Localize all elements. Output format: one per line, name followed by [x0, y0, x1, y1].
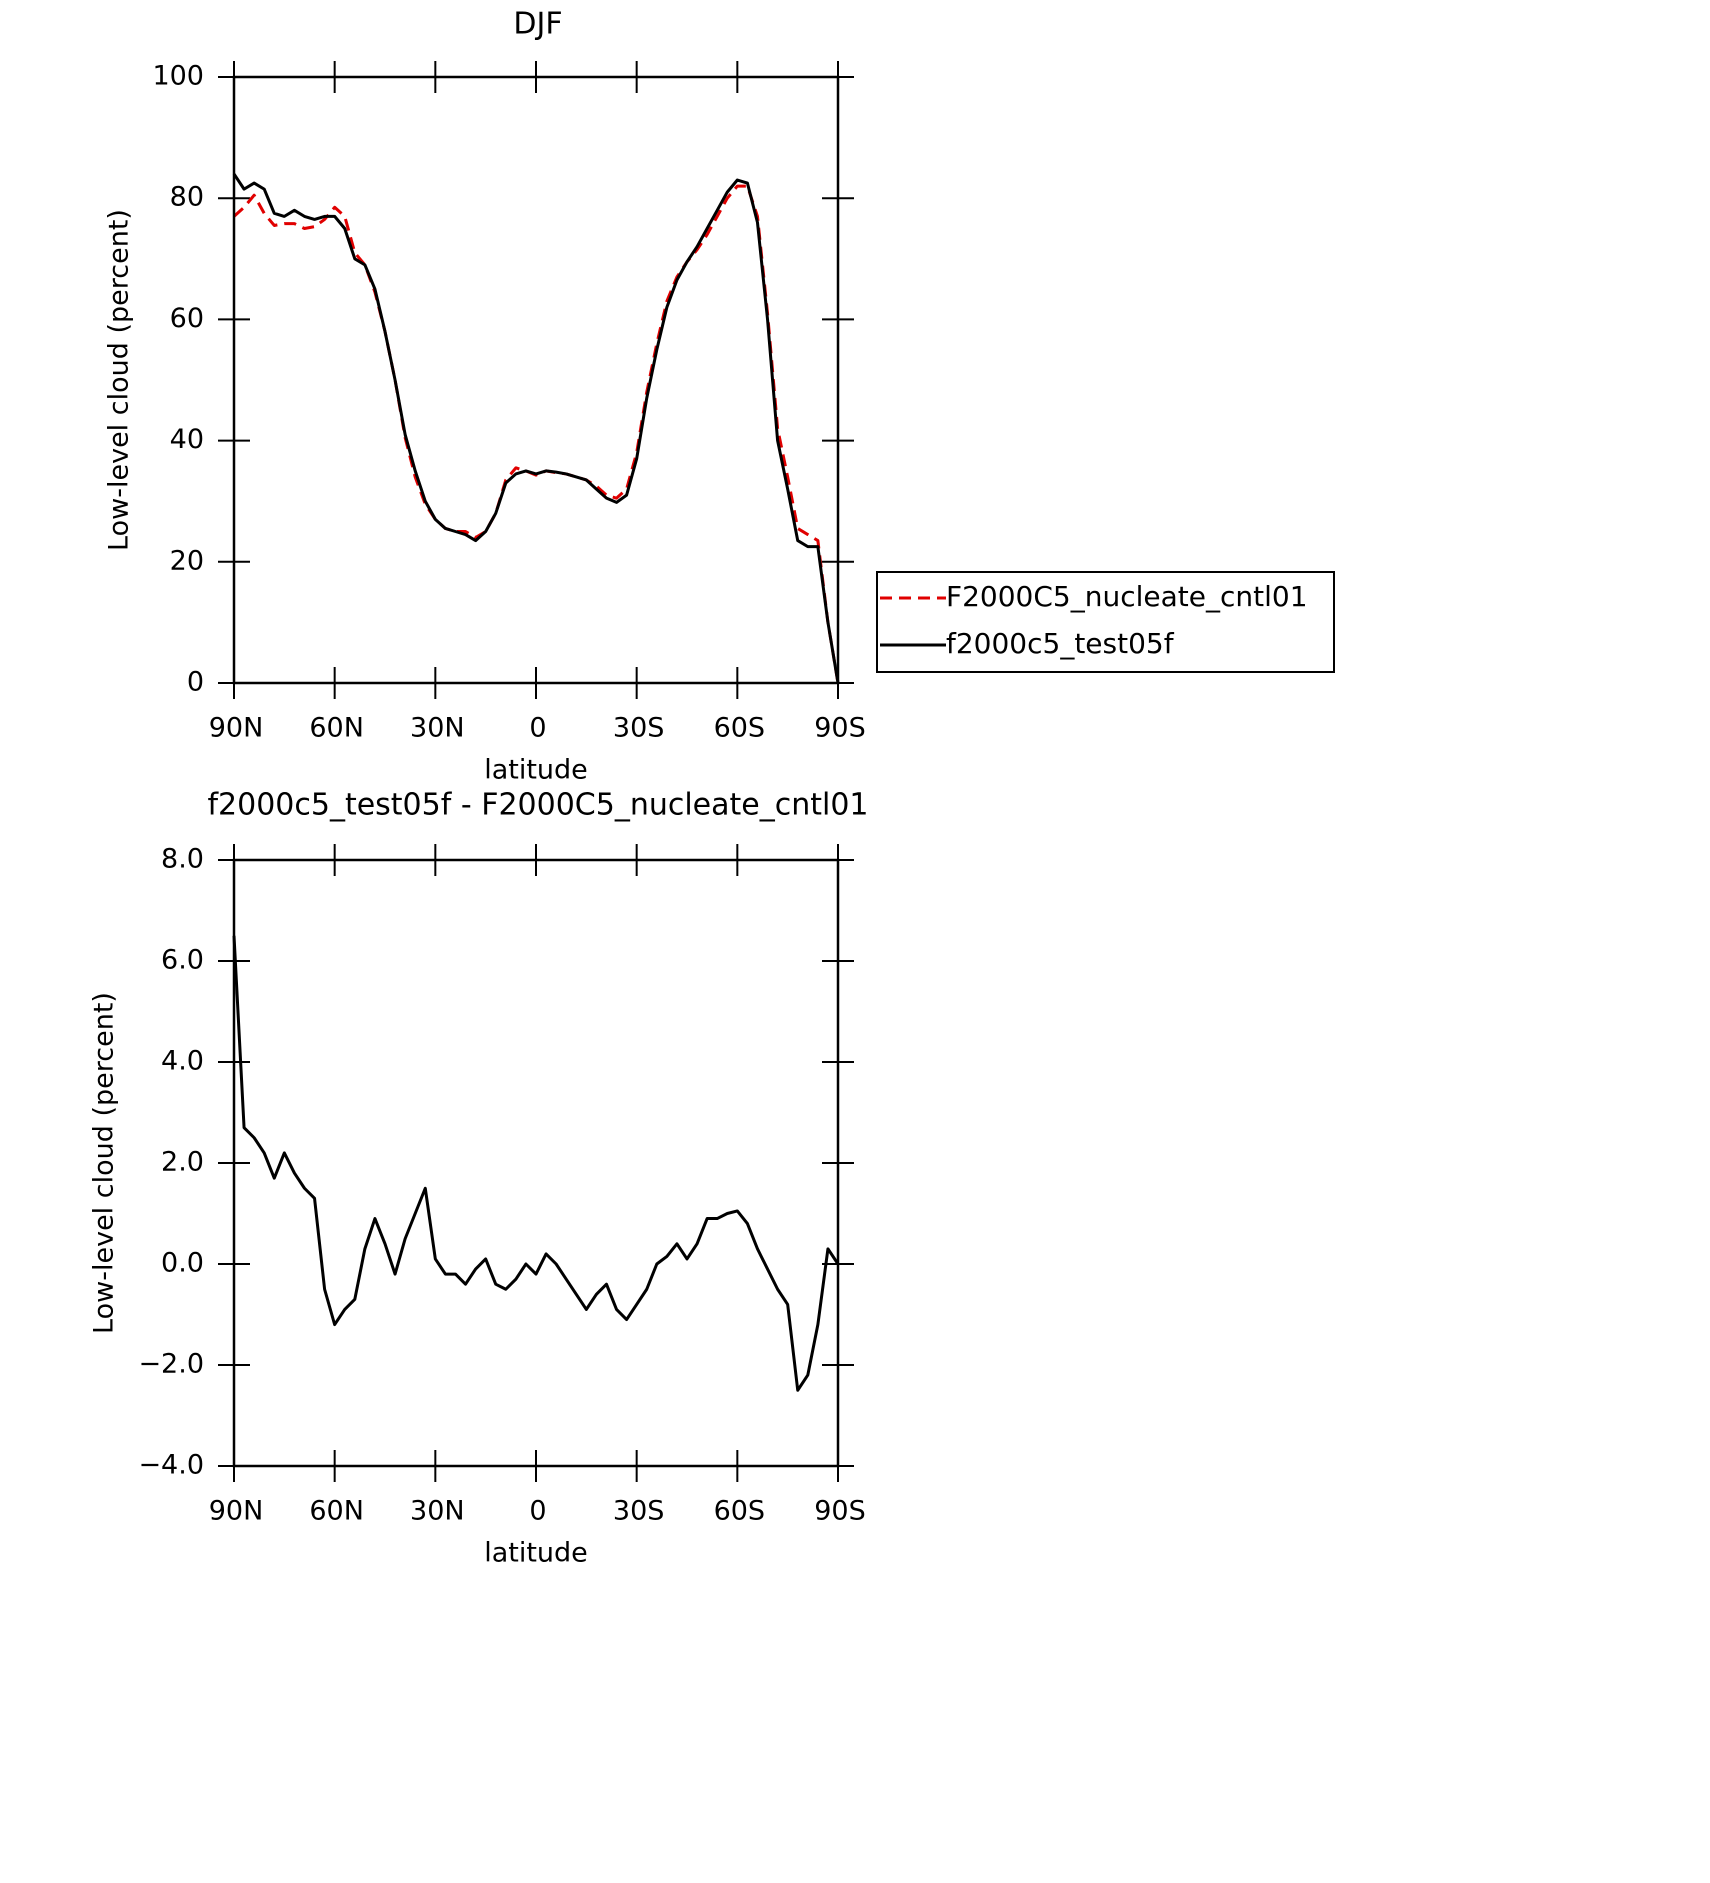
x-tick-label: 90N	[209, 1496, 264, 1527]
x-tick-label: 60S	[714, 1496, 766, 1527]
plot-frame	[232, 858, 840, 1468]
x-tick-label: 30S	[613, 1496, 665, 1527]
x-axis-label: latitude	[484, 755, 588, 786]
y-tick-label: 6.0	[161, 945, 204, 976]
x-tick-label: 30N	[410, 1496, 465, 1527]
x-tick-label: 0	[529, 1496, 546, 1527]
y-tick-label: −4.0	[138, 1450, 204, 1481]
x-tick-label: 90N	[209, 713, 264, 744]
y-axis-label: Low-level cloud (percent)	[104, 209, 135, 551]
x-tick-label: 60N	[309, 713, 364, 744]
chart-title: DJF	[513, 7, 562, 42]
x-tick-label: 30N	[410, 713, 465, 744]
y-tick-label: 4.0	[161, 1046, 204, 1077]
legend-label: f2000c5_test05f	[946, 627, 1175, 660]
x-tick-label: 90S	[814, 713, 866, 744]
y-tick-label: 100	[152, 61, 204, 92]
x-tick-label: 90S	[814, 1496, 866, 1527]
y-tick-label: 8.0	[161, 844, 204, 875]
data-line	[232, 184, 840, 684]
y-tick-label: 40	[170, 424, 204, 455]
plot-frame	[232, 75, 840, 685]
data-line	[232, 935, 840, 1392]
y-tick-label: 0.0	[161, 1248, 204, 1279]
x-tick-label: 60S	[714, 713, 766, 744]
x-tick-label: 60N	[309, 1496, 364, 1527]
legend-box	[876, 571, 1335, 673]
y-tick-label: −2.0	[138, 1349, 204, 1380]
y-tick-label: 80	[170, 182, 204, 213]
y-tick-label: 20	[170, 545, 204, 576]
y-tick-label: 2.0	[161, 1147, 204, 1178]
chart-title: f2000c5_test05f - F2000C5_nucleate_cntl0…	[207, 788, 868, 823]
y-tick-label: 0	[187, 667, 204, 698]
legend-label: F2000C5_nucleate_cntl01	[946, 580, 1308, 613]
data-line	[232, 173, 840, 684]
x-axis-label: latitude	[484, 1538, 588, 1569]
x-tick-label: 30S	[613, 713, 665, 744]
y-axis-label: Low-level cloud (percent)	[89, 992, 120, 1334]
y-tick-label: 60	[170, 303, 204, 334]
x-tick-label: 0	[529, 713, 546, 744]
